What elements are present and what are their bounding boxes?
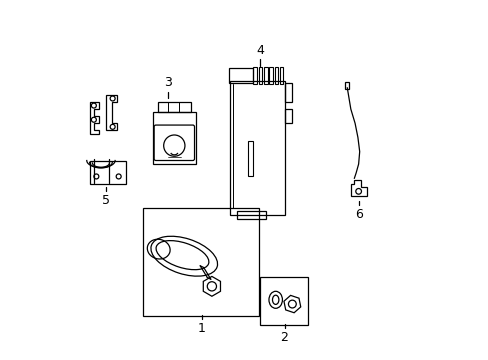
Bar [157, 102, 191, 112]
Bar [260, 278, 307, 325]
Bar [269, 67, 272, 84]
Bar [274, 67, 278, 84]
Bar [90, 161, 125, 184]
Bar [285, 109, 291, 123]
Text: 5: 5 [102, 194, 110, 207]
Bar [153, 112, 195, 164]
Bar [345, 82, 349, 89]
Bar [285, 82, 291, 102]
Bar [143, 208, 258, 316]
Bar [237, 211, 265, 219]
Text: 1: 1 [198, 322, 205, 335]
Bar [230, 81, 285, 215]
Bar [279, 67, 283, 84]
Bar [264, 67, 267, 84]
Bar [228, 68, 253, 82]
Text: 3: 3 [164, 76, 172, 89]
Text: 6: 6 [354, 208, 362, 221]
Bar [247, 141, 253, 176]
Text: 4: 4 [256, 44, 264, 57]
Text: 2: 2 [280, 331, 288, 344]
Bar [258, 67, 262, 84]
Bar [253, 67, 256, 84]
